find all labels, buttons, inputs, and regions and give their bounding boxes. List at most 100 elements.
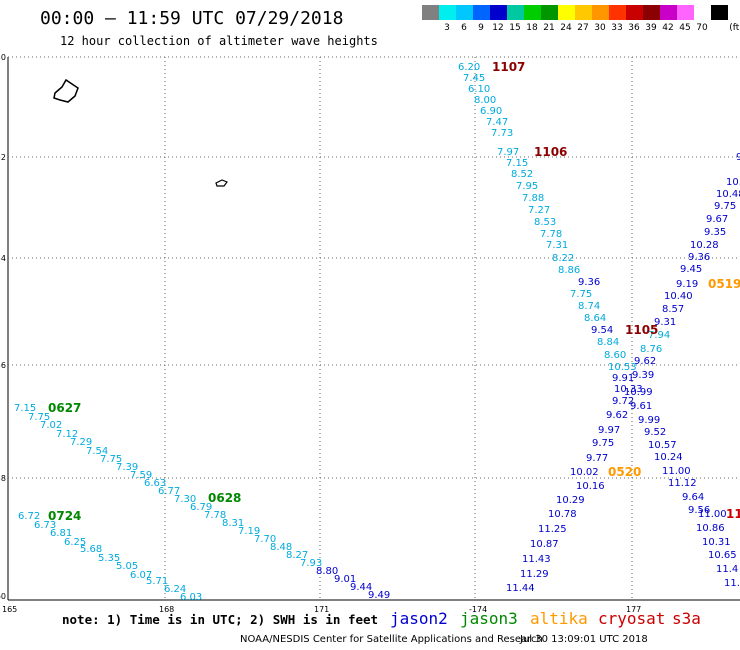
sat-label-jason3: jason3 — [460, 609, 518, 628]
track-value: 9.35 — [704, 227, 726, 238]
scale-swatch — [456, 5, 473, 20]
track-value: 7.75 — [28, 412, 50, 423]
track-value: 9.77 — [586, 453, 608, 464]
track-value: 11.29 — [520, 569, 549, 580]
track-value: 8.53 — [534, 217, 556, 228]
scale-label: 12 — [492, 23, 504, 33]
track-value: 8.80 — [316, 566, 338, 577]
scale-swatch — [711, 5, 728, 20]
scale-swatch — [422, 5, 439, 20]
track-value: 9.72 — [612, 396, 634, 407]
track-value: 6.03 — [180, 592, 202, 603]
track-value: 8.84 — [597, 337, 619, 348]
sat-label-s3a: s3a — [672, 609, 701, 628]
track-value: 10.29 — [556, 495, 585, 506]
track-value: 7.54 — [86, 446, 108, 457]
track-value: 6.77 — [158, 486, 180, 497]
credit-text: NOAA/NESDIS Center for Satellite Applica… — [240, 634, 543, 645]
scale-swatch — [541, 5, 558, 20]
track-value: 6.72 — [18, 511, 40, 522]
track-value: 7.97 — [497, 147, 519, 158]
track-value: 8.60 — [604, 350, 626, 361]
sat-label-cryosat: cryosat — [598, 609, 666, 628]
track-value: 9.36 — [688, 252, 710, 263]
track-value: 8.64 — [584, 313, 606, 324]
lat-tick-label: -60 — [0, 592, 6, 601]
track-value: 10.33 — [614, 384, 643, 395]
track-value: 8.57 — [662, 304, 684, 315]
track-value: 9 — [736, 152, 740, 163]
scale-swatch — [558, 5, 575, 20]
track-value: 11.00 — [662, 466, 691, 477]
track-value: 11.25 — [538, 524, 567, 535]
scale-swatch — [575, 5, 592, 20]
track-value: 7.15 — [506, 158, 528, 169]
lon-tick-label: 177 — [626, 605, 641, 614]
track-value: 8.74 — [578, 301, 600, 312]
track-value: 6.81 — [50, 528, 72, 539]
track-value: 7.27 — [528, 205, 550, 216]
track-value: 5.68 — [80, 544, 102, 555]
track-value: 8.00 — [474, 95, 496, 106]
track-tag-0627: 0627 — [48, 401, 81, 415]
track-tag-1105: 1105 — [625, 323, 658, 337]
lat-tick-label: -54 — [0, 254, 6, 263]
track-value: 7.39 — [116, 462, 138, 473]
track-value: 6.25 — [64, 537, 86, 548]
scale-label: 21 — [543, 23, 555, 33]
track-value: 9.75 — [714, 201, 736, 212]
track-value: 7.94 — [648, 330, 670, 341]
track-tag-1106: 1106 — [534, 145, 567, 159]
track-value: 9.44 — [350, 582, 372, 593]
scale-label: 24 — [560, 23, 572, 33]
track-value: 7.59 — [130, 470, 152, 481]
track-value: 7.95 — [516, 181, 538, 192]
sat-label-jason2: jason2 — [390, 609, 448, 628]
scale-label: 27 — [577, 23, 589, 33]
scale-swatch — [524, 5, 541, 20]
track-value: 9.54 — [591, 325, 613, 336]
track-value: 7.78 — [540, 229, 562, 240]
track-value: 7.02 — [40, 420, 62, 431]
track-value: 11. — [724, 578, 740, 589]
scale-label: 42 — [662, 23, 674, 33]
track-value: 7.29 — [70, 437, 92, 448]
scale-label: 39 — [645, 23, 657, 33]
track-value: 9.52 — [644, 427, 666, 438]
track-value: 5.71 — [146, 576, 168, 587]
scale-swatch — [660, 5, 677, 20]
footer-note: note: 1) Time is in UTC; 2) SWH is in fe… — [62, 612, 379, 627]
island-auckland — [53, 78, 79, 103]
track-value: 8.52 — [511, 169, 533, 180]
track-value: 6.90 — [480, 106, 502, 117]
track-value: 7.31 — [546, 240, 568, 251]
track-value: 7.15 — [14, 403, 36, 414]
track-value: 9.49 — [368, 590, 390, 601]
lat-tick-label: -58 — [0, 474, 6, 483]
track-value: 5.05 — [116, 561, 138, 572]
scale-label: 6 — [461, 23, 467, 33]
track-value: 9.61 — [630, 401, 652, 412]
track-tag-0628: 0628 — [208, 491, 241, 505]
track-value: 9.62 — [634, 356, 656, 367]
track-value: 9.39 — [632, 370, 654, 381]
track-value: 6.63 — [144, 478, 166, 489]
track-value: 9.67 — [706, 214, 728, 225]
scale-swatch — [626, 5, 643, 20]
track-tag-1107: 1107 — [492, 60, 525, 74]
track-value: 7.19 — [238, 526, 260, 537]
track-value: 7.47 — [486, 117, 508, 128]
track-value: 9.56 — [688, 505, 710, 516]
track-value: 9.31 — [654, 317, 676, 328]
track-value: 6.07 — [130, 570, 152, 581]
scale-label: 9 — [478, 23, 484, 33]
track-value: 10.28 — [690, 240, 719, 251]
scale-swatch — [609, 5, 626, 20]
track-value: 10.3 — [726, 177, 740, 188]
scale-label: 33 — [611, 23, 623, 33]
track-value: 7.45 — [463, 73, 485, 84]
track-value: 8.48 — [270, 542, 292, 553]
track-tag-0724: 0724 — [48, 509, 81, 523]
track-value: 11.4 — [716, 564, 738, 575]
